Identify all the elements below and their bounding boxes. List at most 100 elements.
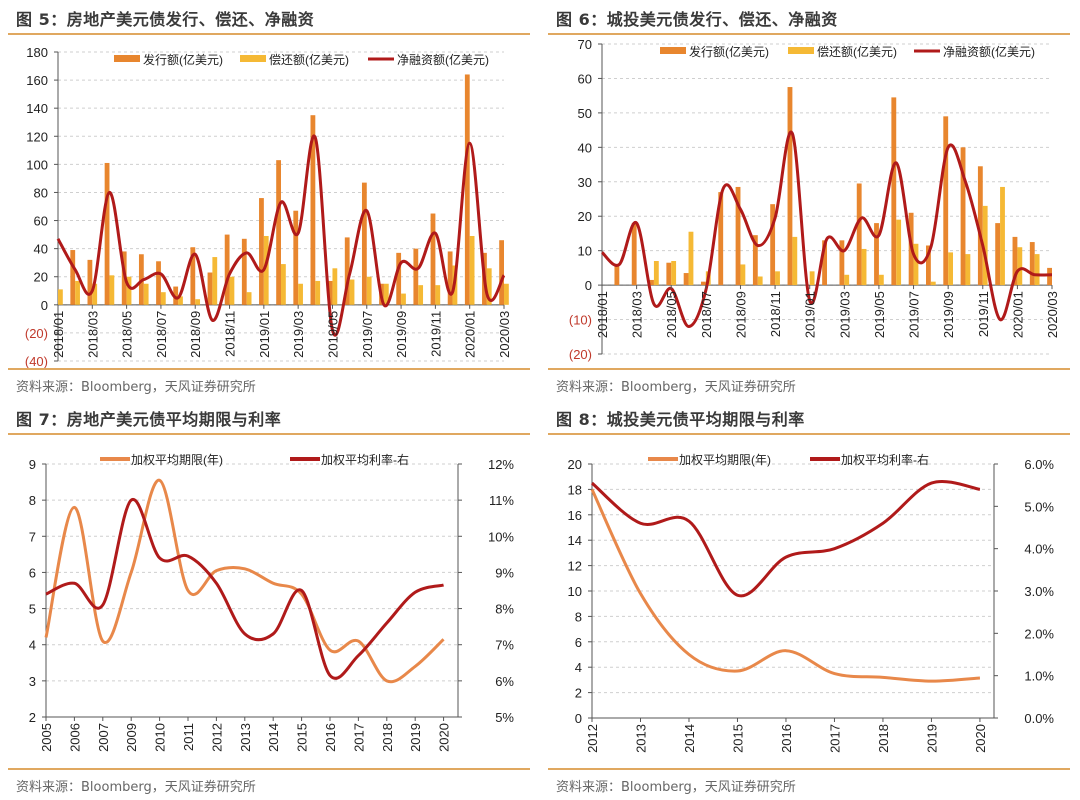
y-tick-label: 50 — [578, 106, 592, 121]
bar-repayment — [160, 292, 166, 305]
y-right-tick-label: 0.0% — [1024, 711, 1054, 726]
bar-issuance — [787, 87, 793, 286]
y-tick-label: 120 — [26, 129, 48, 144]
figure-5-chart: (40) (20) 0 20 40 60 80 100 120 140 160 180 2018/01 2… — [25, 45, 512, 369]
y-right-tick-label: 8% — [495, 602, 514, 617]
bar-issuance — [361, 182, 367, 305]
x-tick-label: 2007 — [96, 723, 111, 752]
legend-swatch — [788, 47, 814, 54]
bar-issuance — [770, 204, 776, 286]
y-tick-label: 20 — [578, 209, 592, 224]
x-tick-label: 2019/07 — [360, 311, 375, 358]
bar-issuance — [839, 240, 845, 286]
y-tick-label: 60 — [578, 71, 592, 86]
line-avg-rate — [591, 480, 981, 598]
bar-repayment — [809, 271, 815, 286]
y-right-tick-label: 11% — [489, 493, 514, 508]
x-tick-label: 2017 — [351, 723, 366, 752]
bar-repayment — [349, 279, 355, 305]
legend-label: 偿还额(亿美元) — [817, 44, 897, 59]
bar-repayment — [418, 285, 424, 305]
x-tick-label: 2012 — [585, 724, 600, 753]
bar-repayment — [178, 296, 183, 305]
x-tick-label: 2016 — [323, 723, 338, 752]
bar-issuance — [276, 160, 281, 305]
x-tick-label: 2020/03 — [1045, 291, 1060, 338]
bar-repayment — [878, 274, 884, 286]
bar-issuance — [683, 273, 689, 286]
bar-repayment — [896, 219, 902, 286]
bar-repayment — [469, 235, 475, 305]
x-tick-label: 2018/05 — [664, 291, 679, 338]
source-note: 资料来源：Bloomberg，天风证券研究所 — [16, 780, 256, 795]
bar-issuance — [1012, 236, 1018, 286]
x-tick-label: 2005 — [39, 723, 54, 752]
bar-issuance — [190, 247, 196, 305]
bar-issuance — [224, 234, 230, 305]
bar-issuance — [649, 279, 654, 286]
x-tick-label: 2010 — [153, 723, 168, 752]
legend-label: 发行额(亿美元) — [689, 44, 769, 59]
y-left-tick-label: 7 — [29, 529, 36, 544]
x-tick-label: 2019/05 — [872, 291, 887, 338]
y-tick-label: 100 — [26, 157, 48, 172]
bar-issuance — [173, 286, 179, 305]
y-left-tick-label: 2 — [575, 686, 582, 701]
y-tick-label: (10) — [569, 313, 592, 328]
bar-repayment — [775, 271, 780, 286]
x-tick-label: 2013 — [238, 723, 253, 752]
x-tick-label: 2019/09 — [941, 291, 956, 338]
y-right-tick-label: 5% — [495, 710, 514, 725]
source-divider — [8, 368, 530, 370]
bar-repayment — [948, 252, 953, 286]
x-tick-label: 2019/07 — [907, 291, 922, 338]
bar-issuance — [926, 245, 931, 286]
source-note: 资料来源：Bloomberg，天风证券研究所 — [556, 780, 796, 795]
bar-repayment — [688, 231, 694, 286]
x-tick-label: 2020/01 — [1010, 291, 1025, 338]
y-left-tick-label: 9 — [29, 457, 36, 472]
x-tick-label: 2019/05 — [325, 311, 340, 358]
x-tick-label: 2018 — [876, 724, 891, 753]
bar-issuance — [995, 223, 1001, 286]
y-right-tick-label: 7% — [495, 638, 514, 653]
y-left-tick-label: 4 — [575, 660, 582, 675]
bar-repayment — [126, 276, 132, 305]
bar-issuance — [207, 272, 213, 305]
bar-repayment — [913, 243, 919, 286]
y-left-tick-label: 16 — [568, 508, 582, 523]
bar-repayment — [298, 283, 303, 305]
figure-7-chart: 2 3 4 5 6 7 8 9 5% 6% 7% 8% 9% 10% 11% 12% 2005 2006 2007 2… — [29, 452, 515, 752]
bar-issuance — [396, 252, 402, 305]
figure-5-panel: 图 5：房地产美元债发行、偿还、净融资 (40) (20) 0 20 40 60 80 100… — [8, 0, 538, 400]
x-tick-label: 2012 — [209, 723, 224, 752]
bar-issuance — [891, 97, 897, 286]
y-tick-label: 30 — [578, 175, 592, 190]
bar-issuance — [70, 250, 76, 305]
x-tick-label: 2019/03 — [837, 291, 852, 338]
x-tick-label: 2019/01 — [257, 311, 272, 358]
bar-repayment — [982, 205, 988, 286]
line-net-financing — [600, 130, 1053, 328]
bar-issuance — [430, 213, 436, 305]
legend-label: 加权平均期限(年) — [131, 453, 223, 467]
figure-6-title: 图 6：城投美元债发行、偿还、净融资 — [556, 10, 838, 29]
y-tick-label: 140 — [26, 101, 48, 116]
legend-label: 净融资额(亿美元) — [397, 52, 489, 67]
y-left-tick-label: 5 — [29, 602, 36, 617]
x-tick-label: 2018/07 — [699, 291, 714, 338]
x-tick-label: 2018/11 — [768, 291, 783, 337]
legend-label: 发行额(亿美元) — [143, 52, 223, 67]
bar-repayment — [792, 236, 798, 286]
figure-8-chart: 0 2 4 6 8 10 12 14 16 18 20 0.0% 1.0% 2.0% 3.0% 4.0% 5.0… — [568, 452, 1055, 753]
y-tick-label: 180 — [26, 45, 48, 60]
x-tick-label: 2017 — [827, 724, 842, 753]
bar-repayment — [844, 274, 850, 286]
y-right-tick-label: 4.0% — [1024, 542, 1054, 557]
source-divider — [8, 768, 530, 770]
bar-issuance — [87, 259, 93, 305]
x-tick-label: 2018/05 — [120, 311, 135, 358]
bar-repayment — [930, 281, 936, 286]
y-right-tick-label: 2.0% — [1024, 626, 1054, 641]
bar-issuance — [874, 223, 879, 286]
